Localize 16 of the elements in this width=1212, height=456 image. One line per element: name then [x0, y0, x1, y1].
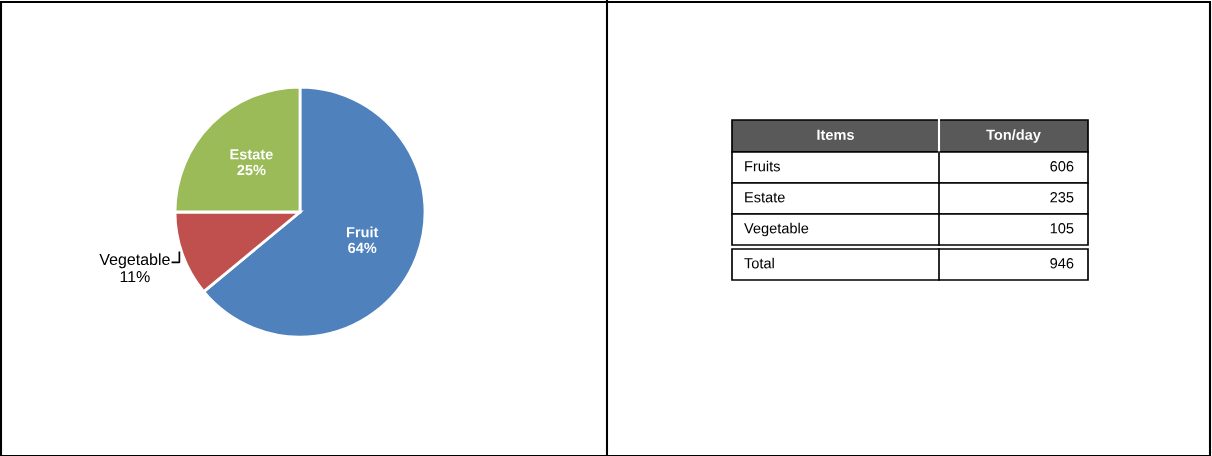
- text: 606: [1050, 161, 1074, 172]
- text: Fruits: [745, 160, 780, 172]
- text: Items: [817, 129, 854, 140]
- text: Total: [744, 257, 774, 269]
- data-label: 25%: [237, 164, 266, 176]
- data-label: 11%: [120, 271, 150, 283]
- text: 235: [1050, 192, 1074, 203]
- slice-label: Estate: [230, 149, 273, 160]
- slice-label: Vegetable: [99, 253, 170, 269]
- text: Ton/day: [986, 129, 1041, 143]
- slice-label: Fruit: [346, 226, 379, 238]
- text: Estate: [745, 192, 785, 203]
- text: 105: [1050, 223, 1074, 234]
- text: Vegetable: [744, 222, 809, 237]
- data-label: 64%: [348, 242, 377, 254]
- text: 946: [1050, 258, 1074, 269]
